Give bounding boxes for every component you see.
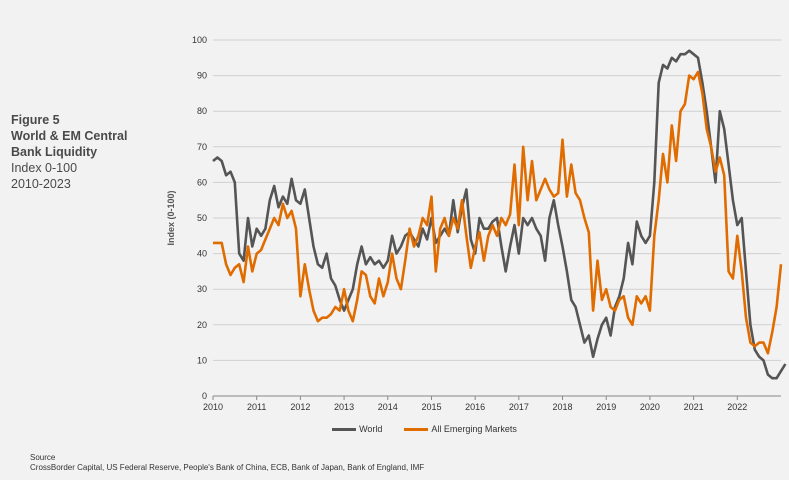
figure-subtitle-line2: 2010-2023 xyxy=(11,177,71,191)
series-lines xyxy=(212,49,787,380)
figure-title-line1: World & EM Central xyxy=(11,129,128,143)
y-tick-70: 70 xyxy=(197,142,207,152)
x-tick-2017: 2017 xyxy=(509,402,529,412)
figure-number: Figure 5 xyxy=(11,113,60,127)
legend-label-world: World xyxy=(359,424,383,434)
source-label: Source xyxy=(30,453,56,462)
legend-swatch-world xyxy=(332,427,357,431)
x-tick-2022: 2022 xyxy=(727,402,747,412)
x-tick-labels: 2010 2011 2012 2013 2014 2015 2016 2017 2018 2019… xyxy=(203,402,747,412)
x-tick-2015: 2015 xyxy=(421,402,441,412)
source-note: Source CrossBorder Capital, US Federal R… xyxy=(30,453,424,473)
x-tick-2014: 2014 xyxy=(378,402,398,412)
y-tick-0: 0 xyxy=(202,391,207,401)
x-tick-2018: 2018 xyxy=(553,402,573,412)
x-tick-2020: 2020 xyxy=(640,402,660,412)
legend-entry-world: World xyxy=(332,424,382,434)
y-tick-30: 30 xyxy=(197,284,207,294)
chart-legend: World All Emerging Markets xyxy=(0,424,789,434)
figure-title-block: Figure 5 World & EM Central Bank Liquidi… xyxy=(11,112,161,192)
figure-title-line2: Bank Liquidity xyxy=(11,145,98,159)
y-tick-50: 50 xyxy=(197,213,207,223)
series-line-em xyxy=(213,70,783,355)
x-tick-2019: 2019 xyxy=(596,402,616,412)
y-tick-90: 90 xyxy=(197,71,207,81)
legend-entry-em: All Emerging Markets xyxy=(404,424,517,434)
x-tick-2012: 2012 xyxy=(290,402,310,412)
legend-label-em: All Emerging Markets xyxy=(431,424,517,434)
y-tick-20: 20 xyxy=(197,320,207,330)
x-tick-2011: 2011 xyxy=(247,402,266,412)
figure-subtitle-line1: Index 0-100 xyxy=(11,161,78,175)
series-line-world xyxy=(212,49,787,380)
y-tick-40: 40 xyxy=(197,249,207,259)
y-axis-label: Index (0-100) xyxy=(166,190,176,245)
x-tick-2010: 2010 xyxy=(203,402,223,412)
source-text: CrossBorder Capital, US Federal Reserve,… xyxy=(30,463,425,472)
y-tick-10: 10 xyxy=(197,355,207,365)
y-tick-100: 100 xyxy=(192,35,207,45)
x-tick-2016: 2016 xyxy=(465,402,485,412)
y-tick-60: 60 xyxy=(197,177,207,187)
y-tick-labels: 0 10 20 30 40 50 60 70 80 90 100 xyxy=(192,35,207,401)
legend-swatch-em xyxy=(404,427,429,431)
x-tick-2013: 2013 xyxy=(334,402,354,412)
y-tick-80: 80 xyxy=(197,106,207,116)
x-tick-2021: 2021 xyxy=(684,402,704,412)
